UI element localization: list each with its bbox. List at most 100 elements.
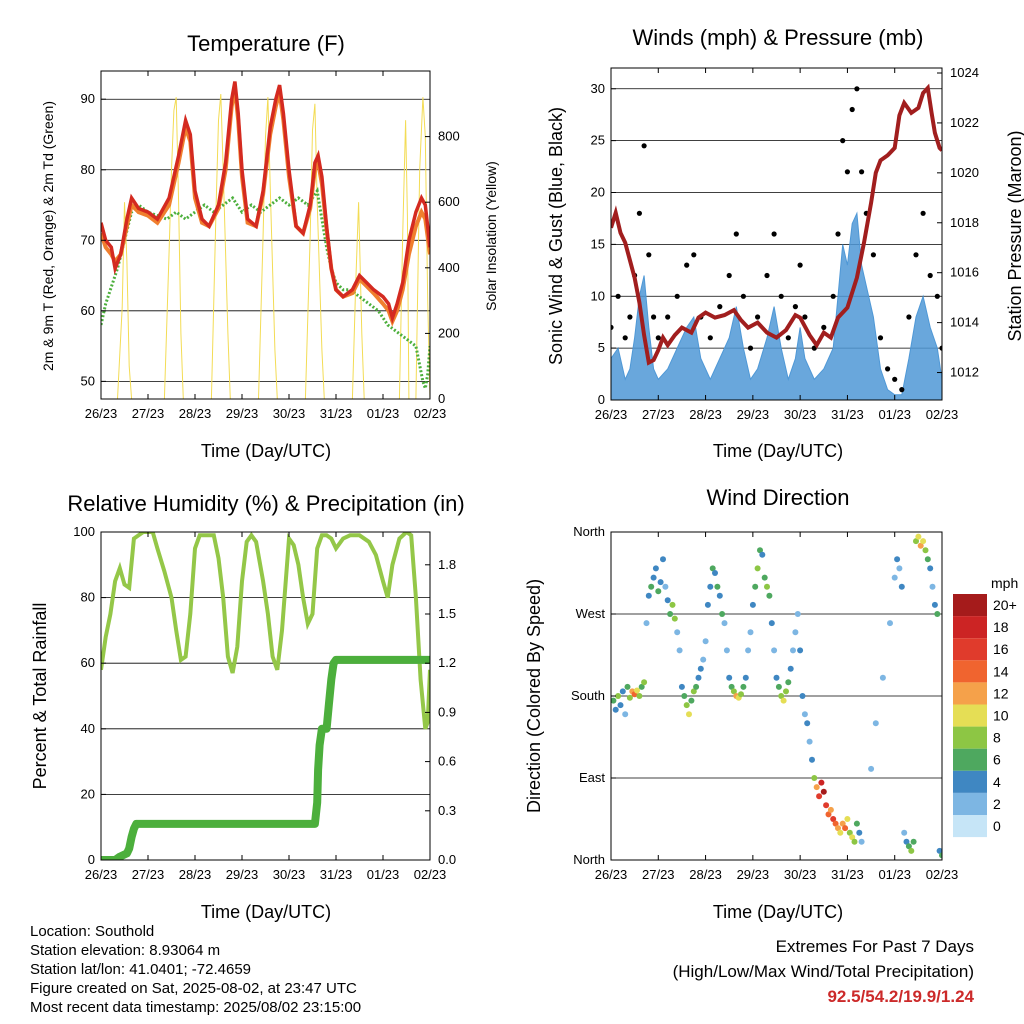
y-tick-label: 0 (88, 852, 95, 867)
x-tick-label: 27/23 (642, 407, 675, 422)
winds-panel: Winds (mph) & Pressure (mb) 0 5 10 15 20 25 30… (546, 25, 1024, 461)
gust-point (611, 324, 614, 330)
gust-point (830, 293, 836, 299)
legend-swatch (953, 792, 987, 815)
winds-ylabel-left: Sonic Wind & Gust (Blue, Black) (546, 107, 566, 365)
x-tick-label: 29/23 (226, 406, 259, 421)
x-tick-label: 28/23 (689, 407, 722, 422)
direction-point (934, 611, 941, 617)
direction-point (617, 702, 624, 709)
x-tick-label: 30/23 (273, 406, 306, 421)
legend-unit: mph (991, 575, 1018, 591)
y-tick-label: 40 (81, 721, 95, 736)
direction-point (910, 838, 917, 845)
x-tick-label: 30/23 (784, 407, 817, 422)
x-tick-label: 31/23 (320, 867, 353, 882)
direction-point (752, 583, 759, 590)
gust-point (821, 324, 827, 330)
direction-point (920, 538, 927, 545)
direction-point (849, 834, 856, 841)
gust-point (844, 169, 851, 175)
direction-point (749, 601, 756, 608)
direction-point (669, 601, 676, 608)
y-tick-label: 80 (81, 162, 95, 177)
direction-point (778, 693, 785, 699)
gust-point (785, 335, 791, 341)
station-elevation: Station elevation: 8.93064 m (30, 942, 221, 959)
gust-point (646, 252, 652, 258)
x-tick-label: 01/23 (367, 406, 400, 421)
x-tick-label: 27/23 (642, 867, 675, 882)
figure-created: Figure created on Sat, 2025-08-02, at 23… (30, 980, 357, 997)
x-tick-label: 30/23 (784, 867, 817, 882)
gust-point (615, 293, 621, 299)
gust-point (691, 252, 697, 258)
direction-ylabel-left: Direction (Colored By Speed) (524, 579, 544, 813)
extremes-subtitle: (High/Low/Max Wind/Total Precipitation) (672, 962, 974, 981)
direction-point (839, 820, 846, 827)
humidity-plot-area (101, 532, 430, 860)
y2-tick-label: 1024 (950, 65, 979, 80)
y-tick-label: 0 (598, 392, 605, 407)
y-tick-label: North (573, 524, 605, 539)
gust-point (651, 314, 657, 320)
winds-ylabel-right: Station Pressure (Maroon) (1005, 130, 1024, 341)
direction-point (716, 592, 723, 599)
y-tick-label: 25 (591, 133, 605, 148)
y2-tick-label: 0 (438, 391, 445, 406)
legend-label: 2 (993, 796, 1001, 812)
gust-point (913, 252, 919, 258)
gust-point (771, 231, 777, 237)
winds-frame (610, 67, 943, 401)
direction-point (856, 829, 863, 836)
direction-point (761, 574, 768, 581)
gust-point (717, 304, 723, 310)
y-tick-label: South (571, 688, 605, 703)
direction-panel: Wind Direction NorthEastSouthWestNorth26… (524, 485, 958, 922)
direction-point (709, 565, 716, 572)
x-tick-label: 30/23 (273, 867, 306, 882)
direction-point (832, 820, 839, 827)
gust-point (892, 376, 898, 382)
gust-point (854, 86, 860, 92)
direction-point (645, 592, 652, 599)
gust-point (764, 272, 770, 279)
direction-point (792, 629, 799, 636)
legend-swatch (953, 594, 987, 617)
y-tick-label: 5 (598, 340, 605, 355)
direction-point (676, 647, 683, 654)
x-tick-label: 26/23 (595, 867, 628, 882)
direction-point (721, 620, 728, 627)
gust-point (674, 293, 680, 299)
direction-point (695, 674, 702, 681)
gust-point (859, 169, 865, 175)
precip-line (101, 655, 430, 860)
winds-axes: 0 5 10 15 20 25 30 1012 1014 1016 1018 1020 1022 1024… (591, 65, 979, 422)
winds-title: Winds (mph) & Pressure (mb) (633, 25, 924, 50)
legend-swatch (953, 815, 987, 838)
x-tick-label: 31/23 (831, 867, 864, 882)
y-tick-label: 20 (81, 786, 95, 801)
gust-point (778, 293, 784, 299)
direction-point (820, 788, 827, 795)
legend-swatch (953, 682, 987, 705)
gust-point (802, 314, 808, 320)
direction-point (667, 611, 674, 617)
direction-point (780, 697, 787, 704)
y-tick-label: 30 (591, 81, 605, 96)
x-tick-label: 01/23 (878, 407, 911, 422)
dewpoint-line (101, 186, 430, 389)
temperature-plot-area (101, 81, 430, 399)
direction-point (638, 683, 645, 690)
direction-point (686, 711, 692, 718)
direction-point (764, 583, 770, 590)
direction-point (622, 711, 629, 718)
gust-point (920, 210, 926, 216)
direction-point (697, 665, 704, 672)
x-tick-label: 28/23 (179, 867, 212, 882)
direction-point (712, 570, 718, 576)
direction-point (611, 697, 617, 704)
direction-point (846, 829, 853, 836)
gust-point (684, 262, 690, 268)
direction-point (636, 693, 643, 699)
